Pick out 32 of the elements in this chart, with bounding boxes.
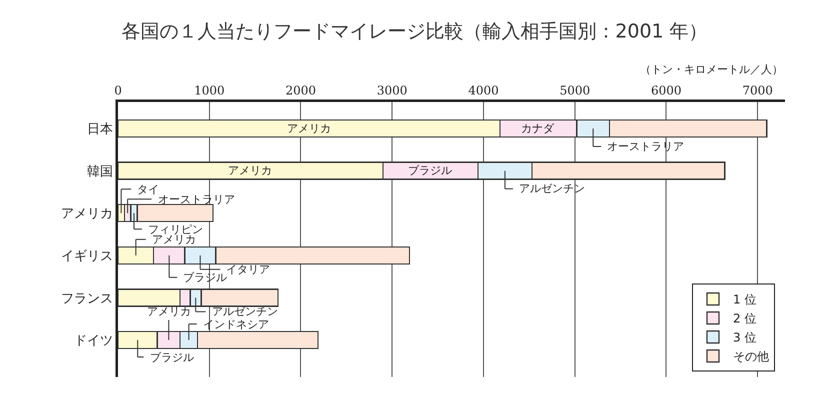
data-label: カナダ [521,122,555,135]
x-tick-label: 2000 [285,84,316,98]
data-label: ブラジル [150,351,194,364]
y-tick-label: 日本 [86,122,113,138]
y-tick-label: イギリス [60,248,113,264]
legend-label: その他 [732,350,769,364]
x-tick-label: 7000 [742,84,773,98]
y-tick-label: アメリカ [60,206,113,222]
legend-label: 3 位 [732,330,756,345]
y-tick-label: ドイツ [74,334,113,349]
data-label: タイ [137,183,159,196]
x-axis-title: （トン・キロメートル／人） [640,63,783,76]
y-tick-label: フランス [60,291,113,306]
legend-label: 1 位 [732,292,756,307]
legend-label: 2 位 [732,312,756,326]
data-label: アメリカ [152,233,196,246]
x-tick-label: 3000 [376,84,408,98]
data-label: アルゼンチン [519,182,585,195]
y-tick-label: 韓国 [86,164,113,180]
data-label: イタリア [226,263,270,276]
x-tick-label: 4000 [468,84,499,98]
x-tick-label: 6000 [650,84,682,98]
data-label: ブラジル [408,164,452,177]
x-tick-label: 0 [114,84,122,98]
chart-title: 各国の１人当たりフードマイレージ比較（輸入相手国別：2001 年） [121,20,708,42]
data-label: フィリピン [148,223,203,236]
data-label: アメリカ [228,164,272,177]
data-label: アルゼンチン [212,305,278,318]
x-tick-label: 5000 [560,84,590,98]
data-label: アメリカ [147,305,191,318]
data-label: アメリカ [287,122,331,135]
x-tick-label: 1000 [194,84,225,98]
